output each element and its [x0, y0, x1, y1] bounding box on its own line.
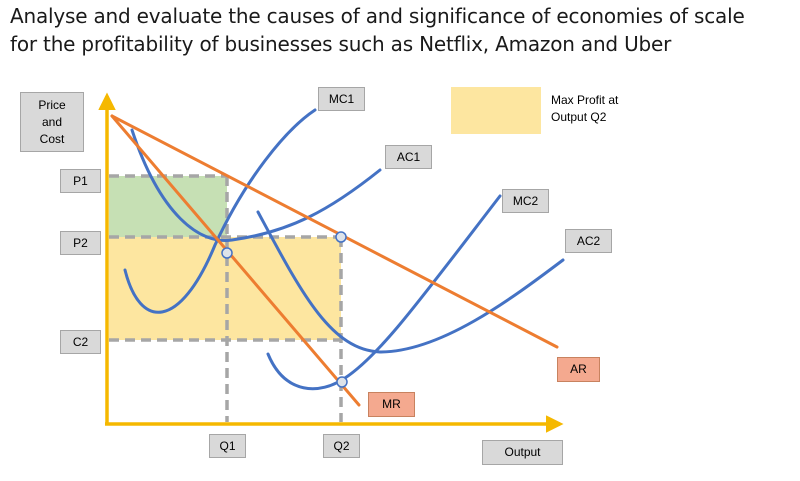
- y-axis-label-line-3: Cost: [39, 131, 65, 146]
- point-ar-q2: [335, 231, 347, 243]
- title-line-1: Analyse and evaluate the causes of and s…: [10, 4, 745, 28]
- legend-text: Max Profit at Output Q2: [551, 92, 618, 126]
- mc1-curve: [123, 108, 317, 314]
- ac1-curve: [130, 128, 382, 243]
- slide-title: Analyse and evaluate the causes of and s…: [10, 2, 800, 58]
- revenue-curves: [110, 114, 559, 407]
- point-q1: [221, 247, 233, 259]
- x-axis-label: Output: [482, 440, 563, 465]
- tick-q2: Q2: [323, 434, 360, 458]
- y-axis-label-line-2: and: [41, 114, 63, 129]
- tick-q1: Q1: [209, 434, 246, 458]
- y-axis-label-line-1: Price: [38, 97, 66, 112]
- legend-line-2: Output Q2: [551, 110, 607, 124]
- label-mc2: MC2: [502, 189, 549, 213]
- mc2-curve: [266, 194, 502, 391]
- tick-p1: P1: [60, 169, 101, 193]
- cost-curves: [123, 108, 565, 391]
- y-axis-label: Price and Cost: [20, 92, 84, 152]
- mr-line: [110, 114, 361, 407]
- ac2-curve: [256, 210, 565, 354]
- label-ac1: AC1: [385, 145, 432, 169]
- label-mr: MR: [368, 392, 415, 417]
- label-mc1: MC1: [318, 87, 365, 111]
- legend-swatch: [451, 87, 541, 134]
- axes: [98, 92, 564, 433]
- tick-p2: P2: [60, 231, 101, 255]
- label-ar: AR: [557, 357, 600, 382]
- ar-line: [110, 114, 559, 349]
- label-ac2: AC2: [565, 229, 612, 253]
- title-line-2: for the profitability of businesses such…: [10, 32, 672, 56]
- tick-c2: C2: [60, 330, 101, 354]
- legend-line-1: Max Profit at: [551, 93, 619, 107]
- point-mc2-mr: [336, 376, 348, 388]
